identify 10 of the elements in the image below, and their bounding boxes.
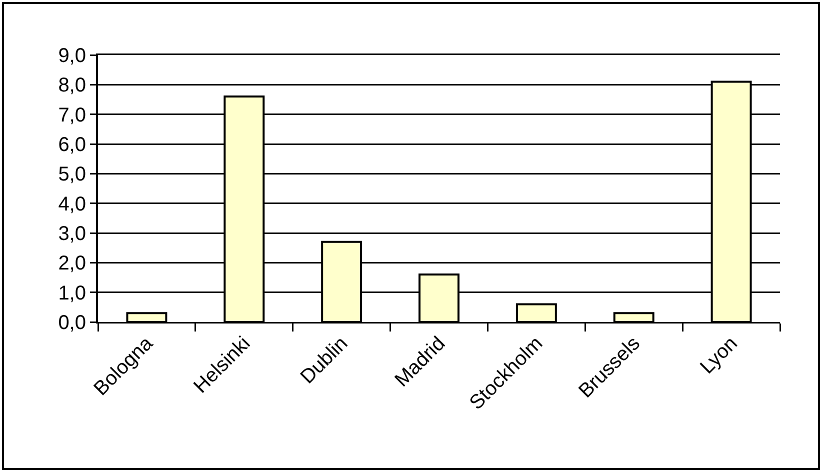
y-tick-label: 4,0 xyxy=(58,193,86,216)
y-tick-label: 3,0 xyxy=(58,223,86,245)
y-tick-label: 6,0 xyxy=(58,134,86,156)
y-tick-label: 2,0 xyxy=(58,252,86,275)
y-tick-label: 0,0 xyxy=(58,312,86,334)
y-tick-label: 7,0 xyxy=(58,104,86,126)
y-tick-label: 1,0 xyxy=(58,282,86,304)
y-tick-label: 8,0 xyxy=(58,74,86,97)
y-tick-label: 5,0 xyxy=(58,164,86,186)
y-tick-label: 9,0 xyxy=(58,45,86,67)
